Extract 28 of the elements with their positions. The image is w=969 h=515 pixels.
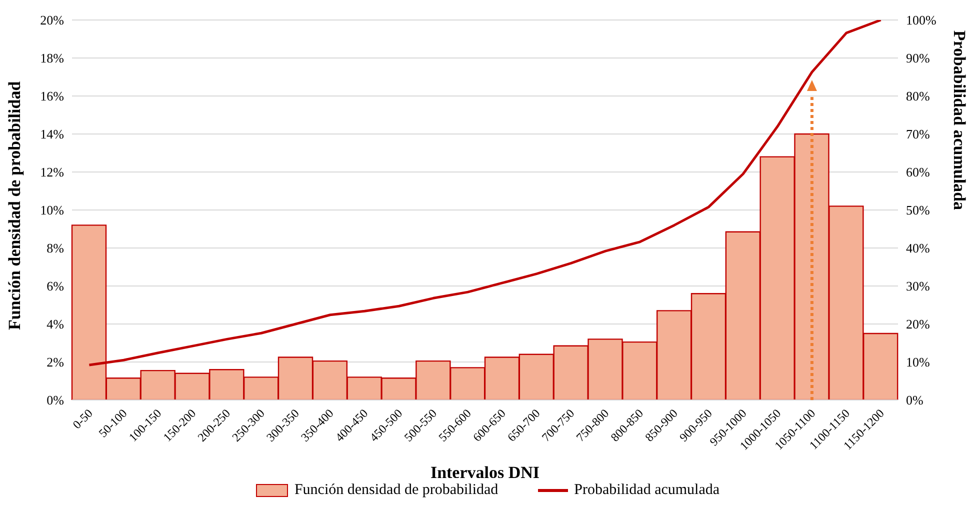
- y2-tick-label: 10%: [906, 354, 930, 370]
- y2-tick-label: 20%: [906, 316, 930, 332]
- y-tick-label: 18%: [40, 50, 64, 66]
- y2-tick-label: 80%: [906, 88, 930, 104]
- y-axis-title: Función densidad de probabilidad: [5, 80, 24, 330]
- x-axis-title: Intervalos DNI: [430, 463, 540, 482]
- y2-tick-label: 40%: [906, 240, 930, 256]
- y-tick-label: 6%: [46, 278, 64, 294]
- y2-tick-label: 100%: [906, 12, 936, 28]
- y-tick-label: 4%: [46, 316, 64, 332]
- y2-tick-label: 60%: [906, 164, 930, 180]
- y-tick-label: 12%: [40, 164, 64, 180]
- y-tick-label: 16%: [40, 88, 64, 104]
- legend-label: Probabilidad acumulada: [574, 482, 720, 499]
- y2-tick-label: 70%: [906, 126, 930, 142]
- y2-axis-title: Probabilidad acumulada: [950, 30, 969, 210]
- y-tick-label: 14%: [40, 126, 64, 142]
- y-tick-label: 0%: [46, 392, 64, 408]
- y2-tick-label: 0%: [906, 392, 924, 408]
- y-tick-label: 8%: [46, 240, 64, 256]
- y2-tick-label: 90%: [906, 50, 930, 66]
- y-tick-label: 20%: [40, 12, 64, 28]
- y-tick-label: 2%: [46, 354, 64, 370]
- y2-tick-label: 50%: [906, 202, 930, 218]
- legend-label: Función densidad de probabilidad: [294, 482, 498, 499]
- y2-tick-label: 30%: [906, 278, 930, 294]
- y-tick-label: 10%: [40, 202, 64, 218]
- x-tick-label: 0-50: [70, 406, 96, 432]
